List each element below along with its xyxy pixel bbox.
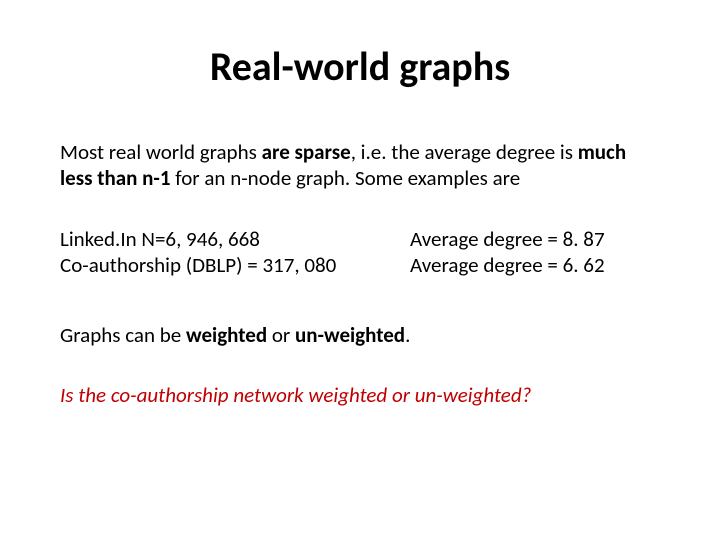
weighted-w1: weighted	[186, 322, 267, 348]
intro-emph-sparse: are sparse	[262, 139, 351, 165]
intro-prefix: Most real world graphs	[60, 139, 262, 165]
weighted-prefix: Graphs can be	[60, 322, 186, 348]
slide-title: Real-world graphs	[60, 42, 660, 91]
examples-block: Linked.In N=6, 946, 668 Average degree =…	[60, 226, 660, 279]
weighted-mid: or	[267, 322, 295, 348]
example-row-2: Co-authorship (DBLP) = 317, 080 Average …	[60, 252, 660, 278]
question-text: Is the co-authorship network weighted or…	[60, 382, 660, 408]
weighted-paragraph: Graphs can be weighted or un-weighted.	[60, 322, 660, 348]
example-linkedin-degree: Average degree = 8. 87	[410, 226, 660, 252]
intro-mid: , i.e. the average degree is	[351, 139, 578, 165]
example-dblp-degree: Average degree = 6. 62	[410, 252, 660, 278]
example-row-1: Linked.In N=6, 946, 668 Average degree =…	[60, 226, 660, 252]
example-dblp: Co-authorship (DBLP) = 317, 080	[60, 252, 410, 278]
weighted-w2: un-weighted	[295, 322, 405, 348]
weighted-suffix: .	[405, 322, 410, 348]
example-linkedin: Linked.In N=6, 946, 668	[60, 226, 410, 252]
intro-suffix: for an n-node graph. Some examples are	[171, 165, 521, 191]
intro-paragraph: Most real world graphs are sparse, i.e. …	[60, 139, 660, 192]
